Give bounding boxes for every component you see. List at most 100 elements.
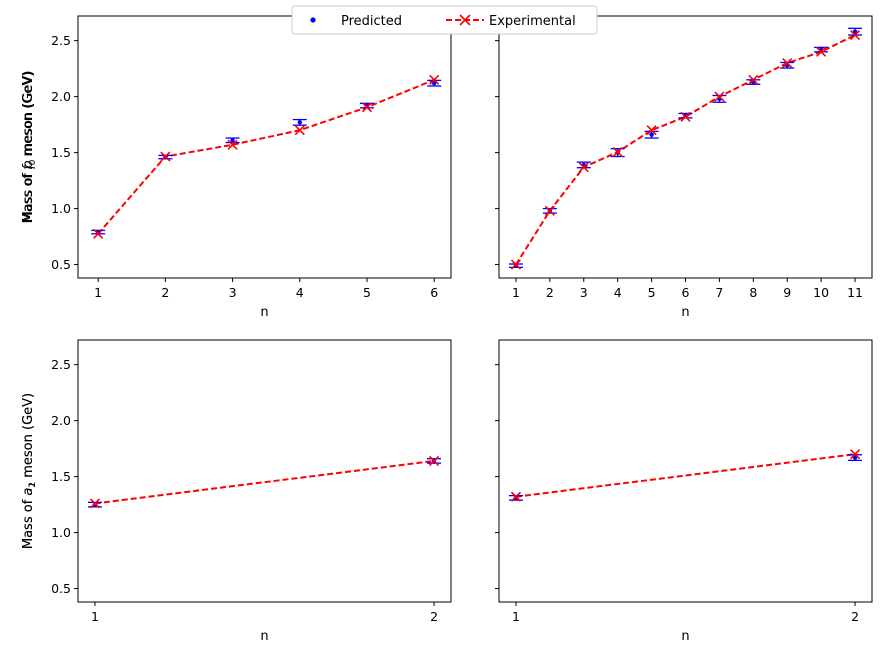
experimental-point bbox=[748, 74, 759, 85]
x-tick-label: 1 bbox=[512, 285, 520, 300]
x-tick-label: 6 bbox=[430, 285, 438, 300]
x-tick-label: 2 bbox=[161, 285, 169, 300]
experimental-point bbox=[93, 228, 104, 239]
legend-predicted-marker bbox=[310, 17, 316, 23]
marker-stroke bbox=[361, 102, 373, 113]
experimental-point bbox=[361, 102, 373, 113]
y-axis-label-suffix: meson (GeV) bbox=[21, 393, 36, 482]
marker-stroke bbox=[510, 491, 522, 502]
y-axis-label-prefix: Mass of bbox=[21, 496, 36, 550]
y-axis-label-subscript: 2 bbox=[28, 482, 38, 488]
y-tick-label: 1.0 bbox=[51, 525, 71, 540]
x-tick-label: 11 bbox=[847, 285, 863, 300]
x-tick-label: 9 bbox=[783, 285, 791, 300]
y-axis-label-suffix: meson (GeV) bbox=[21, 393, 36, 482]
legend: Predicted Experimental bbox=[291, 5, 598, 35]
x-axis-label: n bbox=[681, 305, 689, 320]
y-tick-label: 2.0 bbox=[51, 89, 71, 104]
marker-stroke bbox=[782, 57, 793, 69]
experimental-point bbox=[544, 205, 555, 216]
y-tick-label: 0.5 bbox=[51, 581, 71, 596]
predicted-point bbox=[852, 455, 858, 460]
y-axis-label: Mass of a1 meson (GeV) bbox=[21, 393, 38, 549]
experimental-line bbox=[94, 459, 435, 505]
experimental-point bbox=[160, 151, 171, 162]
x-tick-label: 1 bbox=[94, 285, 102, 300]
experimental-point bbox=[294, 125, 305, 136]
marker-stroke bbox=[612, 146, 623, 158]
legend-experimental-label: Experimental bbox=[489, 14, 576, 29]
predicted-point bbox=[230, 138, 235, 143]
y-tick-label: 2.5 bbox=[51, 357, 71, 372]
marker-stroke bbox=[849, 29, 861, 41]
marker-stroke bbox=[227, 139, 238, 150]
experimental-point bbox=[714, 91, 725, 102]
predicted-point bbox=[431, 80, 437, 86]
experimental-point bbox=[849, 29, 861, 41]
y-axis-label: Mass of a2 meson (GeV) bbox=[21, 393, 38, 549]
x-tick-label: 10 bbox=[813, 285, 829, 300]
legend-experimental-marker bbox=[459, 14, 471, 26]
y-axis-label: Mass of f0 meson (GeV) bbox=[21, 71, 38, 224]
experimental-point bbox=[646, 125, 657, 136]
y-axis-label-subscript: 0 bbox=[28, 159, 38, 165]
experimental-line bbox=[515, 453, 856, 498]
y-axis-label-suffix: meson (GeV) bbox=[21, 72, 36, 161]
x-tick-label: 5 bbox=[648, 285, 656, 300]
experimental-point bbox=[782, 57, 793, 69]
marker-stroke bbox=[680, 111, 691, 122]
experimental-point bbox=[510, 491, 522, 502]
y-tick-label: 0.5 bbox=[51, 257, 71, 272]
x-axis-label: n bbox=[681, 629, 689, 644]
legend-predicted-label: Predicted bbox=[341, 14, 402, 29]
marker-stroke bbox=[646, 125, 657, 136]
marker-stroke bbox=[89, 498, 101, 509]
experimental-point bbox=[428, 455, 440, 466]
y-tick-label: 1.0 bbox=[51, 201, 71, 216]
experimental-point bbox=[680, 111, 691, 122]
subplot-rho: 0.5 1.0 1.5 2.0 2.5 1 2 3 4 5 6 n Mass of ρ meson (G… bbox=[21, 15, 452, 320]
marker-stroke bbox=[816, 46, 827, 57]
x-tick-label: 3 bbox=[580, 285, 588, 300]
marker-stroke bbox=[294, 125, 305, 136]
marker-stroke bbox=[93, 228, 104, 239]
plot-frame bbox=[77, 339, 452, 603]
y-axis-label-prefix: Mass of bbox=[21, 169, 36, 223]
x-tick-label: 8 bbox=[749, 285, 757, 300]
predicted-point bbox=[852, 29, 858, 34]
experimental-point bbox=[578, 162, 589, 173]
plot-frame bbox=[77, 15, 452, 279]
predicted-point bbox=[297, 120, 302, 125]
y-axis-label-subscript: 1 bbox=[28, 482, 38, 488]
plot-frame bbox=[498, 339, 873, 603]
y-axis-label-symbol: ρ bbox=[21, 160, 36, 169]
plot-frame bbox=[498, 15, 873, 279]
marker-stroke bbox=[428, 455, 440, 466]
x-tick-label: 3 bbox=[229, 285, 237, 300]
x-tick-label: 4 bbox=[296, 285, 304, 300]
experimental-point bbox=[89, 498, 101, 509]
marker-stroke bbox=[510, 259, 522, 270]
x-tick-label: 2 bbox=[430, 609, 438, 624]
y-axis-label-suffix: meson (GeV) bbox=[21, 71, 36, 160]
y-tick-label: 2.5 bbox=[51, 33, 71, 48]
y-axis-label-symbol: a bbox=[21, 488, 36, 496]
y-axis-label: Mass of ρ meson (GeV) bbox=[21, 72, 36, 223]
marker-stroke bbox=[429, 74, 440, 85]
x-tick-label: 2 bbox=[546, 285, 554, 300]
predicted-point bbox=[649, 132, 654, 137]
x-axis-label: n bbox=[260, 629, 268, 644]
x-axis-label: n bbox=[260, 305, 268, 320]
x-tick-label: 5 bbox=[363, 285, 371, 300]
x-tick-label: 7 bbox=[715, 285, 723, 300]
y-axis-label-prefix: Mass of bbox=[21, 170, 36, 224]
experimental-point bbox=[510, 259, 522, 270]
marker-stroke bbox=[714, 91, 725, 102]
experimental-point bbox=[612, 146, 623, 158]
experimental-point bbox=[816, 46, 827, 57]
